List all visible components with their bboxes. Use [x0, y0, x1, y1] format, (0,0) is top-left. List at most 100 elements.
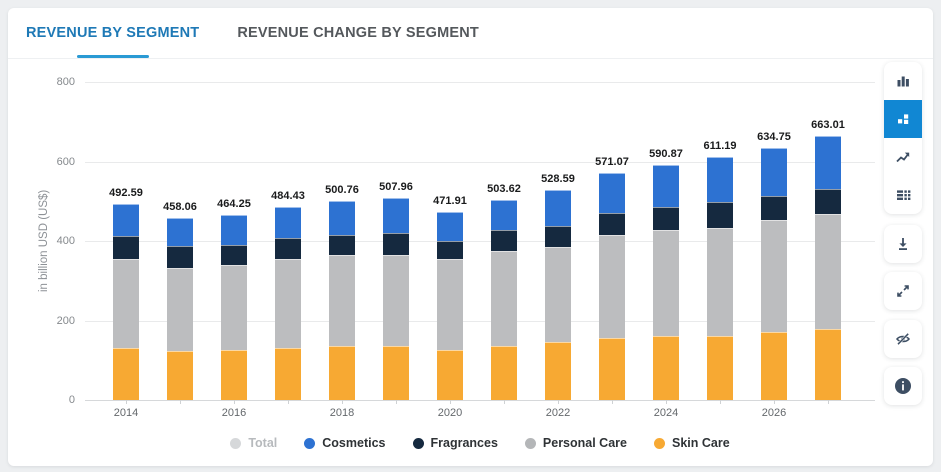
bar-segment-fragrances[interactable]	[761, 196, 787, 221]
x-tick-label: 2014	[113, 407, 139, 419]
bar-segment-fragrances[interactable]	[599, 212, 625, 236]
bar-total-label: 471.91	[433, 195, 467, 208]
bar-segment-cosmetics[interactable]	[113, 204, 139, 237]
bar-segment-cosmetics[interactable]	[167, 217, 193, 246]
bar-segment-cosmetics[interactable]	[761, 147, 787, 197]
x-tick-mark	[774, 400, 775, 404]
bar-segment-skin-care[interactable]	[707, 336, 733, 400]
bar-segment-fragrances[interactable]	[167, 245, 193, 269]
bar-segment-personal-care[interactable]	[437, 259, 463, 350]
bar-segment-skin-care[interactable]	[761, 332, 787, 400]
bar-segment-personal-care[interactable]	[167, 268, 193, 351]
bar-segment-fragrances[interactable]	[491, 230, 517, 251]
bar-segment-personal-care[interactable]	[113, 258, 139, 348]
bar-segment-cosmetics[interactable]	[275, 207, 301, 238]
hide-values-button[interactable]	[884, 320, 922, 358]
bar-segment-skin-care[interactable]	[815, 328, 841, 400]
bar-segment-personal-care[interactable]	[221, 264, 247, 350]
legend-item-cosmetics[interactable]: Cosmetics	[304, 436, 386, 450]
bar-segment-personal-care[interactable]	[329, 254, 355, 347]
bar-segment-personal-care[interactable]	[599, 235, 625, 338]
bar-segment-personal-care[interactable]	[545, 246, 571, 343]
y-tick-label: 400	[56, 235, 75, 247]
bar-segment-personal-care[interactable]	[491, 250, 517, 347]
tab-revenue-change-by-segment[interactable]: REVENUE CHANGE BY SEGMENT	[237, 8, 479, 58]
gridline	[85, 320, 875, 322]
bar-segment-fragrances[interactable]	[545, 225, 571, 247]
eye-off-icon	[896, 332, 910, 346]
bar-total-label: 500.76	[325, 183, 359, 196]
bar-segment-personal-care[interactable]	[275, 259, 301, 348]
bar-segment-cosmetics[interactable]	[437, 212, 463, 241]
bar-segment-fragrances[interactable]	[329, 234, 355, 255]
bar-total-label: 611.19	[703, 140, 737, 153]
bar-segment-cosmetics[interactable]	[815, 136, 841, 189]
legend-label: Skin Care	[671, 436, 730, 450]
bar-segment-fragrances[interactable]	[815, 188, 841, 215]
line-chart-button[interactable]	[884, 138, 922, 176]
bar-total-label: 590.87	[649, 148, 683, 161]
bar-segment-cosmetics[interactable]	[491, 199, 517, 231]
bar-segment-fragrances[interactable]	[707, 202, 733, 228]
line-chart-icon	[896, 152, 910, 163]
bar-segment-fragrances[interactable]	[383, 233, 409, 255]
legend-item-total[interactable]: Total	[230, 436, 277, 450]
fullscreen-icon	[897, 285, 909, 297]
download-button[interactable]	[884, 225, 922, 263]
column-chart-button[interactable]	[884, 62, 922, 100]
bar-segment-skin-care[interactable]	[113, 347, 139, 400]
bar-segment-skin-care[interactable]	[383, 346, 409, 400]
bar-segment-skin-care[interactable]	[275, 347, 301, 400]
bar-segment-skin-care[interactable]	[599, 338, 625, 400]
plot-area: 492.59 2014 458.06 464.25 2016 484.43 500.76 20…	[85, 82, 875, 419]
bar-segment-skin-care[interactable]	[491, 346, 517, 400]
bar-segment-cosmetics[interactable]	[707, 157, 733, 203]
legend-item-skin-care[interactable]: Skin Care	[653, 436, 730, 450]
legend-label: Cosmetics	[322, 436, 386, 450]
bar-total-label: 571.07	[595, 155, 629, 168]
chart-card: REVENUE BY SEGMENT REVENUE CHANGE BY SEG…	[8, 8, 933, 466]
bar-segment-fragrances[interactable]	[221, 244, 247, 265]
bar-segment-cosmetics[interactable]	[599, 173, 625, 213]
tab-revenue-by-segment[interactable]: REVENUE BY SEGMENT	[26, 8, 199, 58]
bar-segment-skin-care[interactable]	[221, 349, 247, 400]
bar-total-label: 484.43	[271, 190, 305, 203]
table-view-button[interactable]	[884, 176, 922, 214]
active-tab-underline	[76, 55, 149, 58]
bar-segment-personal-care[interactable]	[815, 214, 841, 329]
info-button[interactable]	[884, 367, 922, 405]
x-tick-mark	[450, 400, 451, 404]
bar-segment-skin-care[interactable]	[167, 350, 193, 400]
x-tick-label: 2020	[437, 407, 463, 419]
legend-item-personal-care[interactable]: Personal Care	[524, 436, 627, 450]
bar-segment-cosmetics[interactable]	[545, 189, 571, 226]
bar-segment-fragrances[interactable]	[113, 236, 139, 259]
bar-segment-fragrances[interactable]	[437, 240, 463, 260]
tab-label: REVENUE BY SEGMENT	[26, 25, 200, 41]
table-view-icon	[897, 190, 911, 200]
fullscreen-button[interactable]	[884, 272, 922, 310]
bar-segment-cosmetics[interactable]	[221, 215, 247, 245]
stacked-chart-button[interactable]	[884, 100, 922, 138]
bar-total-label: 492.59	[109, 187, 143, 200]
bar-segment-fragrances[interactable]	[653, 207, 679, 230]
bar-segment-skin-care[interactable]	[545, 342, 571, 400]
bar-segment-fragrances[interactable]	[275, 237, 301, 260]
bar-segment-personal-care[interactable]	[653, 229, 679, 337]
bar-segment-cosmetics[interactable]	[383, 198, 409, 234]
x-tick-mark	[558, 400, 559, 404]
bar-segment-personal-care[interactable]	[707, 227, 733, 337]
x-tick-mark	[234, 400, 235, 404]
bar-segment-cosmetics[interactable]	[653, 165, 679, 208]
bar-segment-skin-care[interactable]	[437, 349, 463, 400]
legend-item-fragrances[interactable]: Fragrances	[412, 436, 498, 450]
bar-segment-skin-care[interactable]	[653, 336, 679, 400]
stacked-chart-icon	[898, 114, 909, 124]
bar-segment-personal-care[interactable]	[383, 254, 409, 347]
legend-color-dot	[230, 437, 242, 449]
x-tick-mark	[612, 400, 613, 404]
bar-segment-personal-care[interactable]	[761, 220, 787, 333]
bar-segment-cosmetics[interactable]	[329, 200, 355, 235]
bar-segment-skin-care[interactable]	[329, 346, 355, 400]
bar-total-label: 464.25	[217, 198, 251, 211]
